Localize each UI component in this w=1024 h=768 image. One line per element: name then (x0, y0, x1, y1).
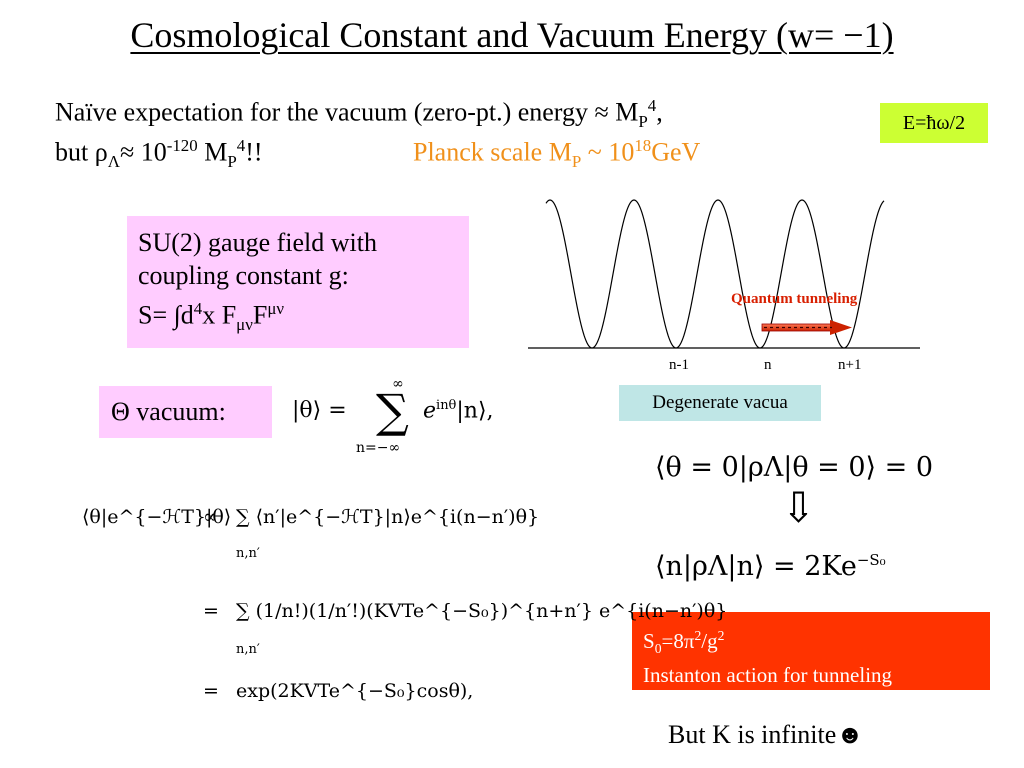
periodic-potential-curve (545, 199, 885, 349)
derivation-row1-operator: ∝ (203, 506, 216, 528)
su2-action-line: S= ∫d4x FμνFμν (138, 299, 285, 334)
rho-theta-zero-equation: ⟨θ = 0|ρΛ|θ = 0⟩ = 0 (655, 452, 934, 483)
instanton-action-box: S0=8π2/g2 Instanton action for tunneling (632, 612, 990, 690)
instanton-formula: S0=8π2/g2 (643, 628, 725, 657)
theta-vacuum-rhs: einθ|n⟩, (423, 398, 494, 424)
rho-lambda-line: but ρΛ≈ 10-120 MP4!! (55, 136, 263, 171)
tunneling-arrow (761, 320, 852, 335)
down-arrow-icon: ⇩ (781, 486, 817, 532)
derivation-row3-operator: = (203, 680, 219, 702)
su2-line-1: SU(2) gauge field with (138, 228, 378, 257)
degenerate-vacua-caption: Degenerate vacua (619, 385, 821, 421)
su2-line-2: coupling constant g: (138, 261, 349, 290)
derivation-row2-rhs: ∑ (1/n!)(1/n′!)(KVTe^{−S₀})^{n+n′} e^{i(… (236, 600, 728, 622)
rho-n-equation: ⟨n|ρΛ|n⟩ = 2Ke−S₀ (655, 551, 886, 582)
vacuum-expectation-line: Naïve expectation for the vacuum (zero-p… (55, 96, 663, 131)
theta-vacuum-lhs: |θ⟩ = (292, 398, 347, 423)
tick-label-n-minus-1: n-1 (669, 357, 689, 373)
slide-title: Cosmological Constant and Vacuum Energy … (130, 15, 894, 55)
quantum-tunneling-label: Quantum tunneling (731, 291, 858, 307)
sum-lower-limit: n=−∞ (356, 440, 401, 456)
derivation-row3-rhs: exp(2KVTe^{−S₀}cosθ), (236, 680, 474, 702)
su2-gauge-box: SU(2) gauge field with coupling constant… (127, 216, 469, 348)
planck-scale-text: Planck scale MP ~ 1018GeV (413, 136, 701, 171)
theta-vacuum-box: Θ vacuum: (99, 386, 272, 438)
derivation-row2-operator: = (203, 600, 219, 622)
instanton-description: Instanton action for tunneling (643, 663, 893, 688)
zero-point-energy-box: E=ħω/2 (880, 103, 988, 143)
sum-symbol: ∑ (376, 384, 409, 438)
derivation-row2-sum-index: n,n′ (236, 642, 260, 657)
derivation-row1-sum-index: n,n′ (236, 546, 260, 561)
tick-label-n: n (764, 357, 772, 373)
bottom-note: But K is infinite☻ (668, 720, 864, 749)
derivation-row1-rhs: ∑ ⟨n′|e^{−ℋT}|n⟩e^{i(n−n′)θ} (236, 506, 540, 528)
tick-label-n-plus-1: n+1 (838, 357, 862, 373)
sum-upper-limit: ∞ (392, 376, 404, 392)
derivation-row1-lhs: ⟨θ|e^{−ℋT}|θ⟩ (82, 506, 232, 528)
